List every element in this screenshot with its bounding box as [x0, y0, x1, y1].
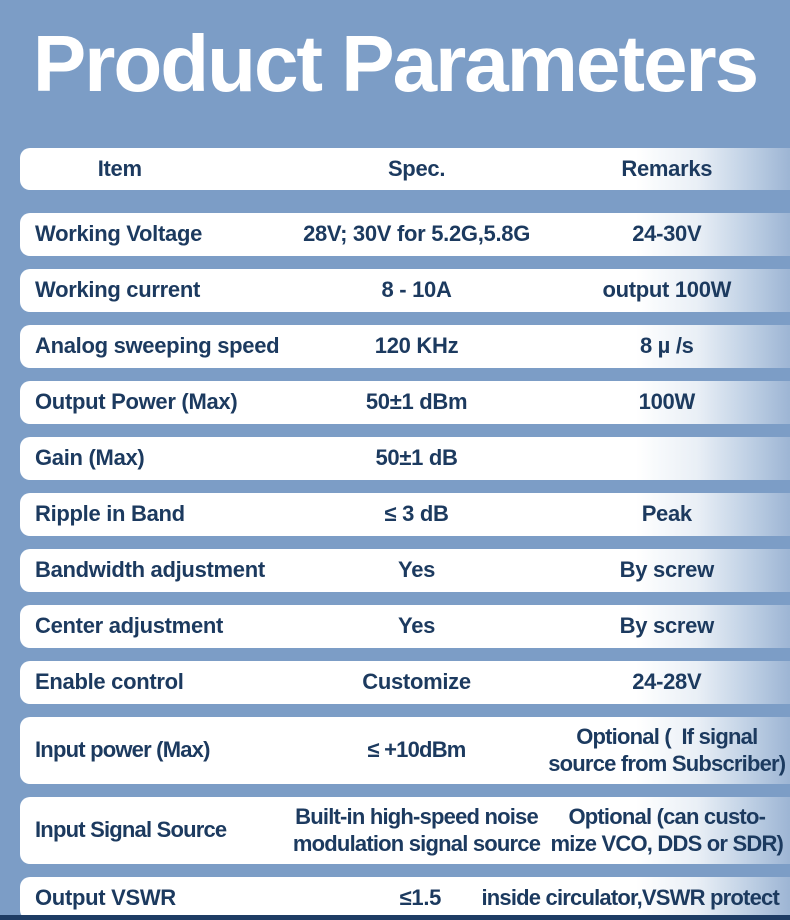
- item-cell: Working current: [35, 277, 201, 303]
- bottom-divider-bar: [0, 915, 790, 920]
- table-row: Output Power (Max) 50±1 dBm 100W: [20, 381, 790, 424]
- item-cell: Input Signal Source: [35, 817, 227, 843]
- item-cell: Enable control: [35, 669, 184, 695]
- header-remarks: Remarks: [621, 155, 713, 181]
- spec-cell: ≤ +10dBm: [367, 737, 467, 763]
- spec-cell: ≤1.5: [399, 885, 442, 911]
- table-row: Ripple in Band ≤ 3 dB Peak: [20, 493, 790, 536]
- header-spec: Spec.: [387, 155, 446, 181]
- item-cell: Gain (Max): [35, 445, 145, 471]
- remarks-cell: 24-30V: [632, 221, 702, 247]
- remarks-cell: 8 µ /s: [639, 333, 694, 359]
- remarks-cell: 24-28V: [632, 669, 702, 695]
- spec-cell: Built-in high-speed noise modulation sig…: [292, 803, 541, 856]
- spec-cell: 8 - 10A: [381, 277, 452, 303]
- table-rows: Working Voltage 28V; 30V for 5.2G,5.8G 2…: [20, 213, 790, 920]
- table-row: Output VSWR ≤1.5 inside circulator,VSWR …: [20, 877, 790, 920]
- spec-cell: Yes: [398, 613, 436, 639]
- remarks-cell: inside circulator,VSWR protect: [481, 885, 779, 911]
- item-cell: Working Voltage: [35, 221, 203, 247]
- spec-cell: Customize: [362, 669, 471, 695]
- table-row: Input power (Max) ≤ +10dBm Optional ( If…: [20, 717, 790, 784]
- table-row: Analog sweeping speed 120 KHz 8 µ /s: [20, 325, 790, 368]
- item-cell: Output Power (Max): [35, 389, 238, 415]
- item-cell: Bandwidth adjustment: [35, 557, 265, 583]
- item-cell: Center adjustment: [35, 613, 224, 639]
- remarks-cell: 100W: [638, 389, 696, 415]
- remarks-cell: Peak: [641, 501, 692, 527]
- spec-cell: 28V; 30V for 5.2G,5.8G: [303, 221, 531, 247]
- remarks-cell: Optional ( If signal source from Subscri…: [548, 723, 786, 776]
- spec-cell: 120 KHz: [374, 333, 459, 359]
- remarks-cell: By screw: [619, 613, 715, 639]
- item-cell: Input power (Max): [35, 737, 210, 763]
- table-row: Working current 8 - 10A output 100W: [20, 269, 790, 312]
- spec-cell: 50±1 dB: [375, 445, 458, 471]
- remarks-cell: output 100W: [602, 277, 732, 303]
- item-cell: Analog sweeping speed: [35, 333, 280, 359]
- remarks-cell: Optional (can custo- mize VCO, DDS or SD…: [550, 803, 784, 856]
- header-item: Item: [97, 155, 142, 181]
- table-header-row: Item Spec. Remarks: [20, 148, 790, 190]
- spec-cell: ≤ 3 dB: [384, 501, 449, 527]
- remarks-cell: By screw: [619, 557, 715, 583]
- table-row: Center adjustment Yes By screw: [20, 605, 790, 648]
- page-title: Product Parameters: [32, 19, 759, 108]
- product-parameters-table: Item Spec. Remarks Working Voltage 28V; …: [20, 148, 790, 920]
- table-row: Input Signal Source Built-in high-speed …: [20, 797, 790, 864]
- spec-cell: Yes: [398, 557, 436, 583]
- item-cell: Output VSWR: [35, 885, 176, 911]
- item-cell: Ripple in Band: [35, 501, 185, 527]
- table-row: Enable control Customize 24-28V: [20, 661, 790, 704]
- table-row: Gain (Max) 50±1 dB: [20, 437, 790, 480]
- table-row: Bandwidth adjustment Yes By screw: [20, 549, 790, 592]
- table-row: Working Voltage 28V; 30V for 5.2G,5.8G 2…: [20, 213, 790, 256]
- spec-cell: 50±1 dBm: [365, 389, 468, 415]
